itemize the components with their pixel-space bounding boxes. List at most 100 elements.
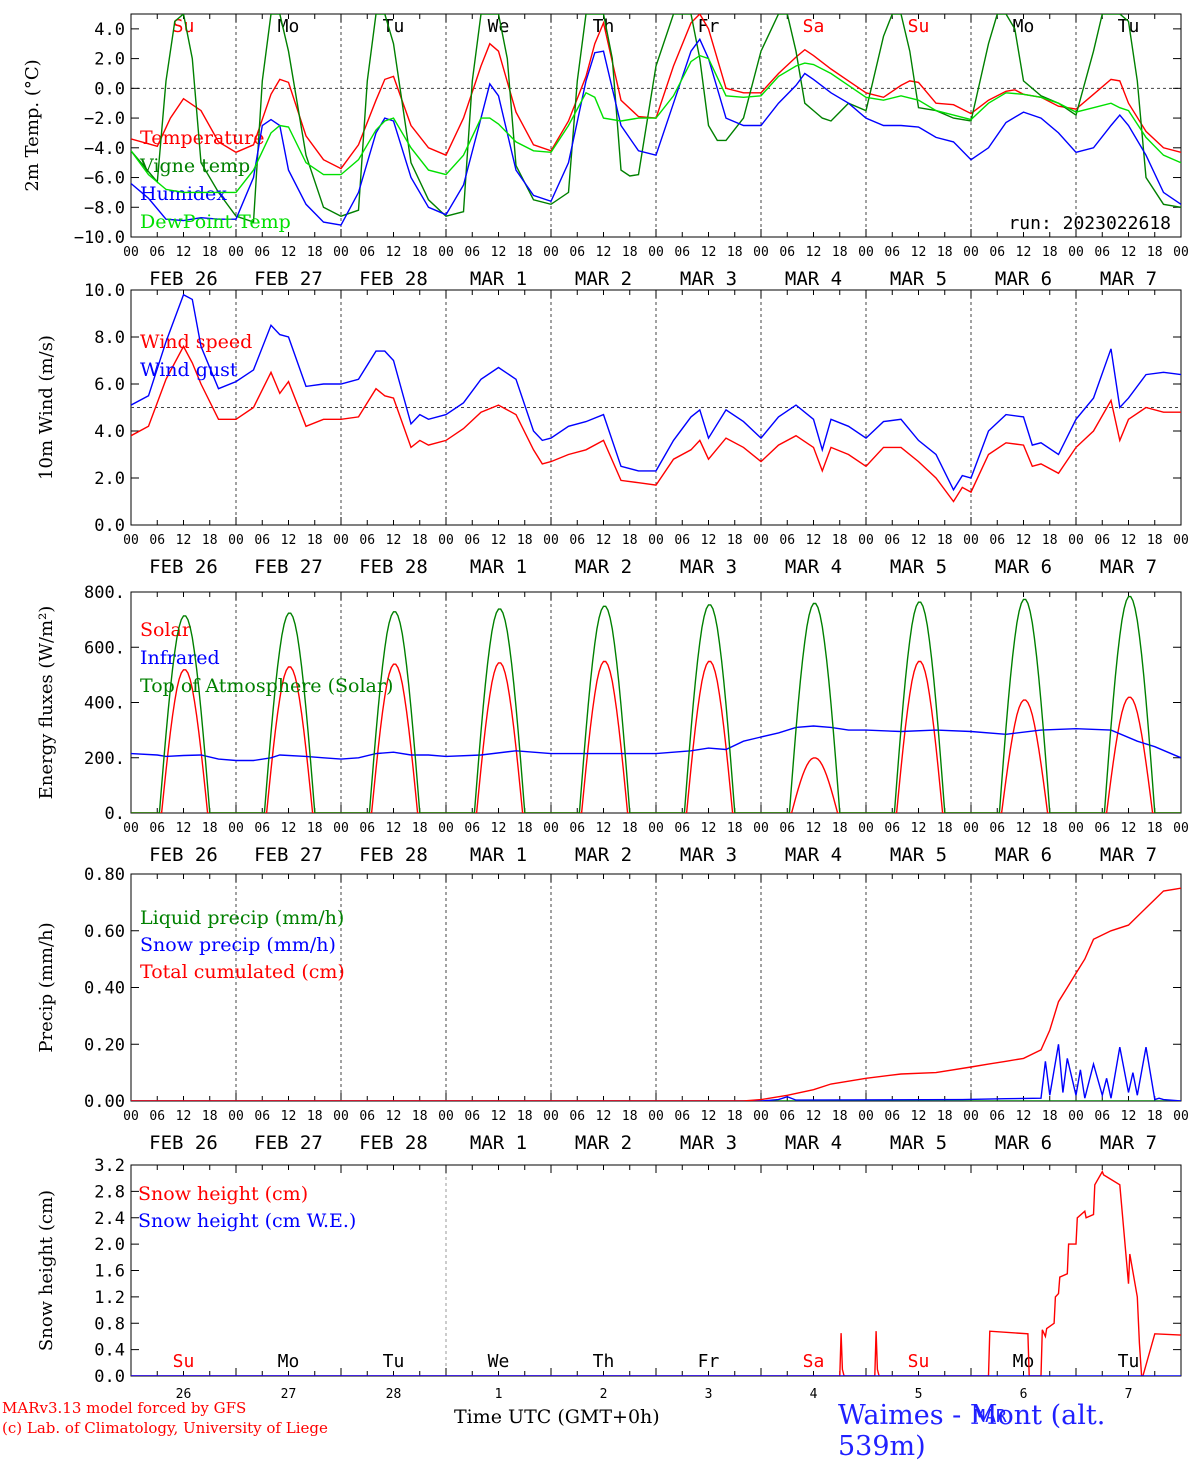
hour-label: 18 — [937, 821, 953, 836]
hour-label: 06 — [149, 1109, 165, 1124]
y-tick-label: 0.60 — [84, 922, 125, 942]
date-label: MAR 7 — [1100, 844, 1157, 866]
weekday-label: Fr — [698, 16, 720, 37]
weekday-label: We — [488, 16, 510, 37]
y-tick-label: 10.0 — [84, 281, 125, 301]
weekday-label: We — [488, 1351, 510, 1372]
hour-label: 00 — [333, 821, 349, 836]
series-line-wind-speed — [131, 344, 1181, 503]
hour-label: 06 — [674, 533, 690, 548]
hour-label: 18 — [202, 1109, 218, 1124]
hour-label: 06 — [1094, 245, 1110, 260]
hour-label: 00 — [648, 821, 664, 836]
date-label: FEB 26 — [149, 556, 218, 578]
y-tick-label: 800. — [84, 583, 125, 603]
hour-label: 12 — [386, 1109, 402, 1124]
date-label: MAR 2 — [575, 556, 632, 578]
date-label: MAR 2 — [575, 1132, 632, 1154]
y-tick-label: 400. — [84, 694, 125, 714]
series-line-total-cumulated-cm — [131, 887, 1181, 1101]
hour-label: 12 — [491, 533, 507, 548]
hour-label: 00 — [123, 533, 139, 548]
hour-label: 06 — [149, 245, 165, 260]
date-label: MAR 6 — [995, 1132, 1052, 1154]
hour-label: 12 — [281, 1109, 297, 1124]
date-label: FEB 27 — [254, 1132, 323, 1154]
hour-label: 18 — [832, 533, 848, 548]
date-number-label: 6 — [1020, 1387, 1028, 1402]
date-number-label: 28 — [386, 1387, 402, 1402]
hour-label: 06 — [359, 821, 375, 836]
hour-label: 12 — [1016, 821, 1032, 836]
y-tick-label: 0.8 — [94, 1314, 125, 1334]
hour-label: 12 — [491, 1109, 507, 1124]
date-label: MAR 1 — [470, 844, 527, 866]
panel-precip: 0.00 0.20 0.40 0.60 0.80 Precip (mm/h) 00 06 12 1… — [36, 865, 1189, 1154]
date-label: FEB 27 — [254, 556, 323, 578]
hour-label: 18 — [1147, 821, 1163, 836]
date-label: MAR 2 — [575, 844, 632, 866]
date-label: MAR 3 — [680, 1132, 737, 1154]
date-label: MAR 1 — [470, 1132, 527, 1154]
date-label: FEB 28 — [359, 1132, 428, 1154]
date-label: FEB 27 — [254, 268, 323, 290]
legend-entry: Temperature — [140, 127, 264, 149]
hour-label: 06 — [989, 821, 1005, 836]
hour-label: 06 — [359, 1109, 375, 1124]
hour-label: 06 — [779, 821, 795, 836]
date-label: MAR 7 — [1100, 556, 1157, 578]
hour-label: 06 — [569, 533, 585, 548]
hour-label: 12 — [911, 1109, 927, 1124]
hour-label: 00 — [333, 245, 349, 260]
hour-label: 00 — [333, 533, 349, 548]
hour-label: 12 — [1121, 533, 1137, 548]
hour-label: 00 — [333, 1109, 349, 1124]
hour-label: 00 — [1173, 533, 1189, 548]
hour-label: 18 — [832, 1109, 848, 1124]
date-label: FEB 26 — [149, 844, 218, 866]
hour-label: 00 — [963, 533, 979, 548]
hour-label: 18 — [622, 1109, 638, 1124]
date-label: FEB 28 — [359, 844, 428, 866]
hour-label: 18 — [622, 245, 638, 260]
hour-label: 12 — [806, 821, 822, 836]
weekday-label: Sa — [803, 16, 825, 37]
y-axis-label: Precip (mm/h) — [36, 922, 57, 1052]
date-label: FEB 28 — [359, 268, 428, 290]
y-tick-label: 8.0 — [94, 328, 125, 348]
hour-label: 12 — [1016, 1109, 1032, 1124]
hour-label: 06 — [569, 1109, 585, 1124]
y-tick-label: 2.0 — [94, 50, 125, 70]
station-name: Waimes - Mont (alt. 539m) — [838, 1400, 1106, 1462]
hour-label: 00 — [438, 245, 454, 260]
date-label: MAR 5 — [890, 1132, 947, 1154]
hour-label: 00 — [753, 1109, 769, 1124]
series-line-temperature — [131, 14, 1181, 170]
y-tick-label: −10.0 — [74, 228, 125, 248]
hour-label: 12 — [806, 533, 822, 548]
hour-label: 06 — [254, 533, 270, 548]
hour-label: 12 — [701, 245, 717, 260]
hour-label: 00 — [648, 1109, 664, 1124]
hour-label: 18 — [1042, 533, 1058, 548]
y-tick-label: 2.8 — [94, 1182, 125, 1202]
hour-label: 06 — [254, 821, 270, 836]
weekday-label: Th — [593, 16, 615, 37]
date-number-label: 7 — [1125, 1387, 1133, 1402]
hour-label: 18 — [517, 245, 533, 260]
hour-label: 12 — [596, 821, 612, 836]
hour-label: 00 — [123, 821, 139, 836]
hour-label: 12 — [281, 533, 297, 548]
hour-label: 12 — [1016, 533, 1032, 548]
y-tick-label: 1.2 — [94, 1288, 125, 1308]
y-tick-label: 0.0 — [94, 79, 125, 99]
hour-label: 06 — [254, 245, 270, 260]
series-line-wind-gust — [131, 293, 1181, 492]
legend-entry: Wind speed — [140, 331, 252, 353]
hour-label: 18 — [727, 1109, 743, 1124]
hour-label: 18 — [1147, 1109, 1163, 1124]
y-tick-label: 2.0 — [94, 469, 125, 489]
hour-label: 00 — [1068, 1109, 1084, 1124]
hour-label: 06 — [989, 245, 1005, 260]
